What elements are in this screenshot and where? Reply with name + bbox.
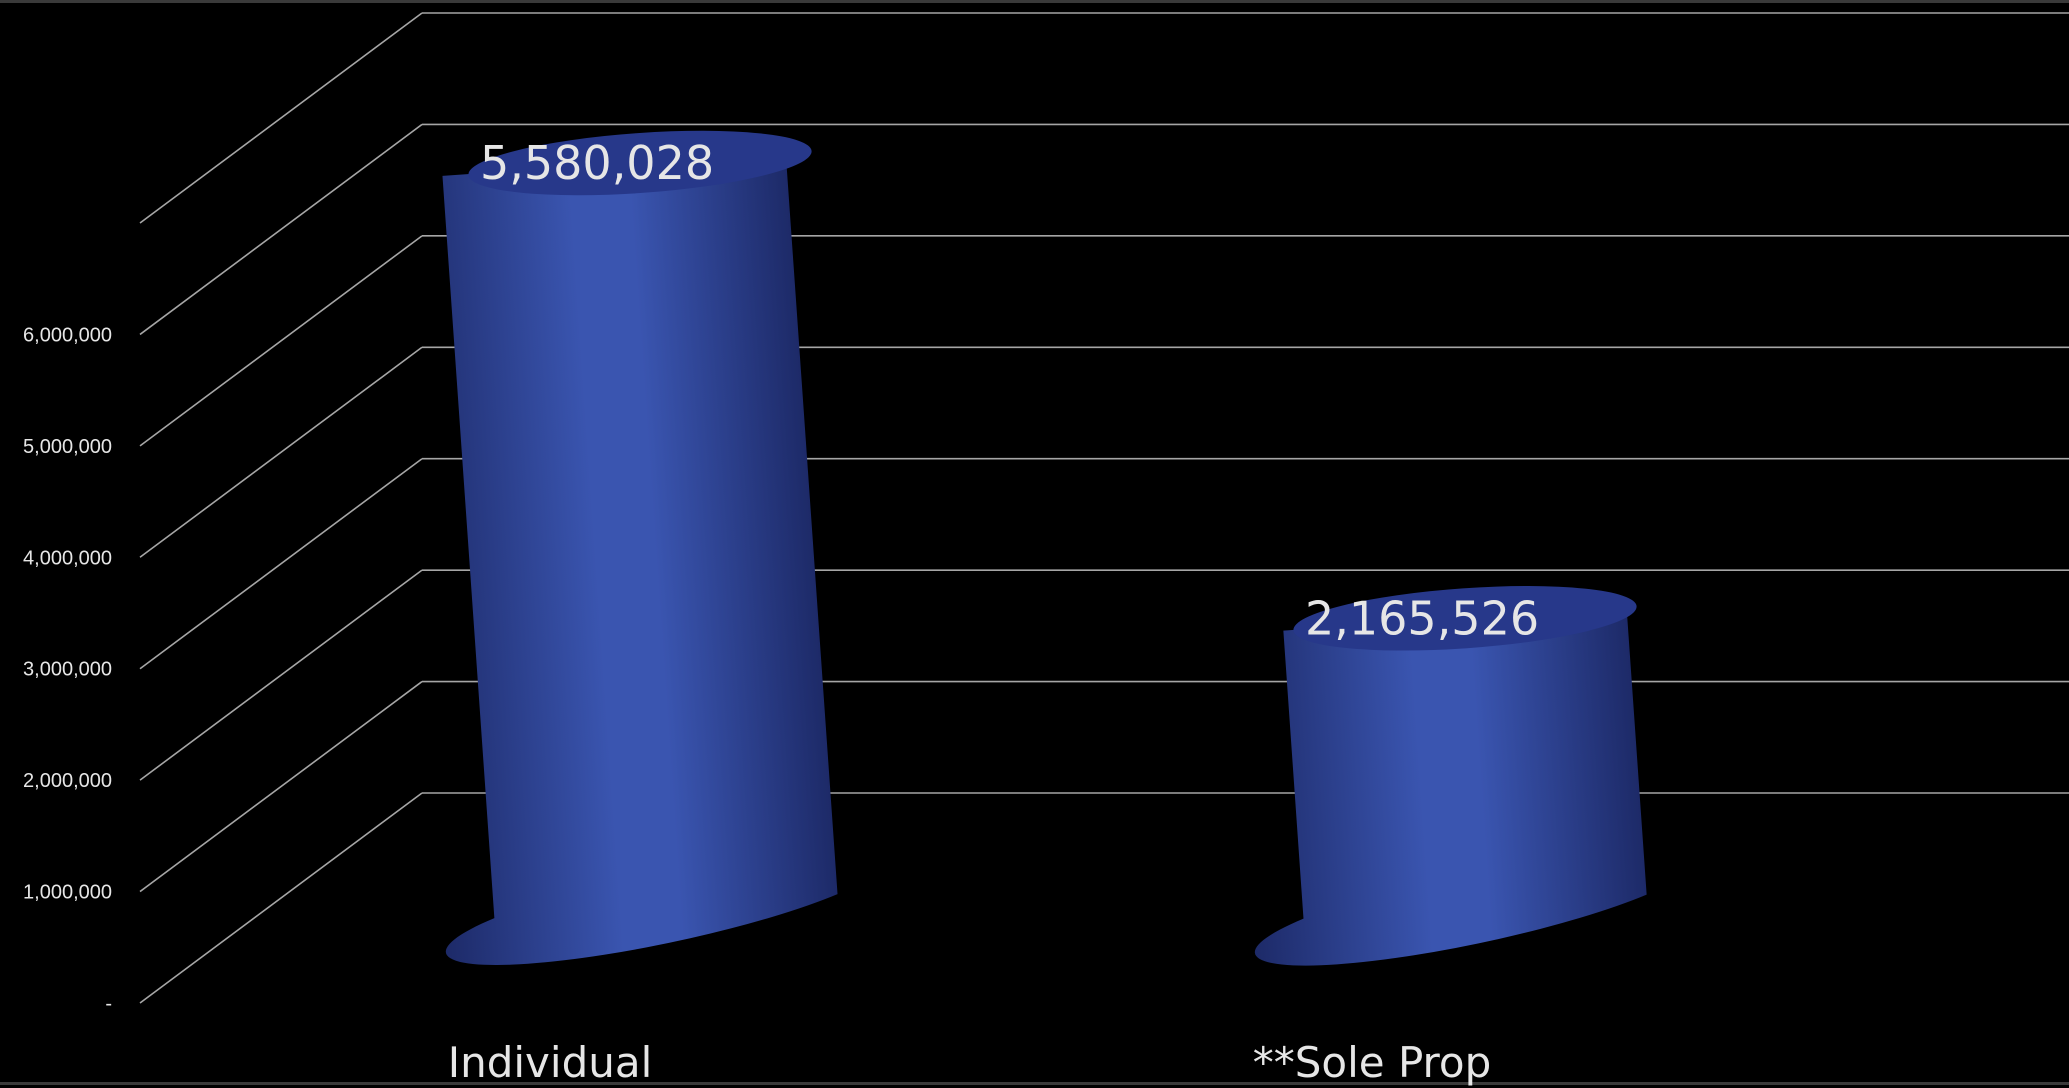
category-labels: Individual **Sole Prop bbox=[448, 1038, 1492, 1087]
bar-body bbox=[1254, 606, 1647, 966]
cylinder-bar-chart: - 1,000,000 2,000,000 3,000,000 4,000,000 5,0… bbox=[23, 12, 2069, 1087]
gridlines bbox=[139, 12, 2069, 1004]
bar-1 bbox=[442, 130, 838, 966]
bars bbox=[442, 130, 1647, 966]
y-axis-tick-labels: - 1,000,000 2,000,000 3,000,000 4,000,000 5,0… bbox=[23, 324, 112, 1015]
y-tick-label: 2,000,000 bbox=[23, 770, 112, 792]
bar-top bbox=[1293, 586, 1637, 651]
gridline-side bbox=[139, 235, 423, 447]
category-label: **Sole Prop bbox=[1253, 1038, 1492, 1087]
gridline-side bbox=[139, 458, 423, 670]
bar-top bbox=[468, 130, 812, 196]
y-tick-label: 4,000,000 bbox=[23, 547, 112, 569]
gridline-side bbox=[139, 123, 423, 336]
value-label: 2,165,526 bbox=[1305, 591, 1539, 645]
y-tick-label: - bbox=[105, 993, 112, 1015]
gridline-side bbox=[139, 792, 423, 1004]
value-label: 5,580,028 bbox=[480, 136, 714, 190]
category-label: Individual bbox=[448, 1038, 653, 1087]
gridline-side bbox=[139, 346, 423, 558]
y-tick-label: 5,000,000 bbox=[23, 436, 112, 458]
y-tick-label: 1,000,000 bbox=[23, 882, 112, 904]
gridline-side bbox=[139, 12, 423, 224]
value-labels: 5,580,028 2,165,526 bbox=[480, 136, 1539, 645]
gridline-side bbox=[139, 680, 423, 893]
y-tick-label: 6,000,000 bbox=[23, 324, 112, 346]
bar-body bbox=[442, 151, 838, 966]
gridline-side bbox=[139, 569, 423, 781]
bar-2 bbox=[1254, 586, 1647, 966]
y-tick-label: 3,000,000 bbox=[23, 659, 112, 681]
